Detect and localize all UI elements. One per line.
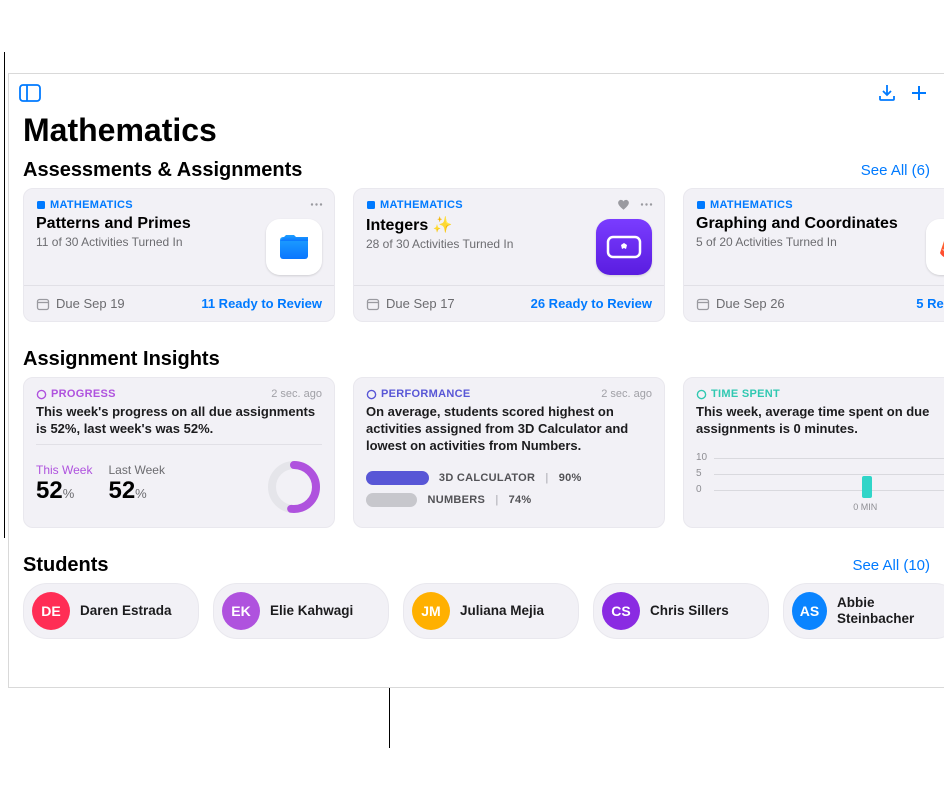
student-name: Elie Kahwagi xyxy=(270,603,353,619)
students-see-all[interactable]: See All (10) xyxy=(852,557,930,574)
insight-card[interactable]: TIME SPENT 2 This week, average time spe… xyxy=(683,377,944,528)
performance-bars: 3D CALCULATOR|90% NUMBERS|74% xyxy=(366,471,652,507)
card-ready[interactable]: 5 Ready to xyxy=(916,296,944,311)
sidebar-toggle-icon[interactable] xyxy=(19,82,41,104)
assessments-row: MATHEMATICS Patterns and Primes 11 of 30… xyxy=(9,188,944,330)
insight-time: 2 sec. ago xyxy=(601,388,652,400)
perf-row: 3D CALCULATOR|90% xyxy=(366,471,652,485)
app-icon xyxy=(926,219,944,275)
card-title: Graphing and Coordinates xyxy=(696,215,944,233)
this-week-val: 52 xyxy=(36,477,63,504)
student-pill[interactable]: EK Elie Kahwagi xyxy=(213,583,389,639)
avatar: JM xyxy=(412,592,450,630)
download-icon[interactable] xyxy=(876,82,898,104)
time-chart: 10500 MIN xyxy=(696,452,944,512)
app-icon xyxy=(596,219,652,275)
card-due: Due Sep 26 xyxy=(696,296,785,311)
assignment-card[interactable]: MATHEMATICS Graphing and Coordinates 5 o… xyxy=(683,188,944,322)
heart-icon[interactable] xyxy=(616,197,631,217)
insight-body: This week, average time spent on due ass… xyxy=(696,404,944,438)
assignment-card[interactable]: MATHEMATICS Patterns and Primes 11 of 30… xyxy=(23,188,335,322)
card-subtitle: 5 of 20 Activities Turned In xyxy=(696,235,944,249)
app-icon xyxy=(266,219,322,275)
assessments-header: Assessments & Assignments See All (6) xyxy=(9,151,944,188)
card-category: MATHEMATICS xyxy=(366,199,652,211)
insights-heading: Assignment Insights xyxy=(23,348,220,371)
card-category: MATHEMATICS xyxy=(696,199,944,211)
card-ready[interactable]: 26 Ready to Review xyxy=(531,296,652,311)
avatar: AS xyxy=(792,592,827,630)
insight-card[interactable]: PROGRESS 2 sec. ago This week's progress… xyxy=(23,377,335,528)
card-due: Due Sep 19 xyxy=(36,296,125,311)
student-pill[interactable]: JM Juliana Mejia xyxy=(403,583,579,639)
student-pill[interactable]: CS Chris Sillers xyxy=(593,583,769,639)
insight-label: TIME SPENT xyxy=(696,388,780,400)
students-row: DE Daren Estrada EK Elie Kahwagi JM Juli… xyxy=(9,583,944,639)
student-name: Juliana Mejia xyxy=(460,603,544,619)
students-heading: Students xyxy=(23,554,109,577)
student-pill[interactable]: AS Abbie Steinbacher xyxy=(783,583,944,639)
perf-row: NUMBERS|74% xyxy=(366,493,652,507)
last-week-label: Last Week xyxy=(108,463,164,477)
students-header: Students See All (10) xyxy=(9,536,944,583)
add-icon[interactable] xyxy=(908,82,930,104)
insight-time: 2 sec. ago xyxy=(271,388,322,400)
insight-card[interactable]: PERFORMANCE 2 sec. ago On average, stude… xyxy=(353,377,665,528)
card-category: MATHEMATICS xyxy=(36,199,322,211)
avatar: DE xyxy=(32,592,70,630)
insight-body: On average, students scored highest on a… xyxy=(366,404,652,455)
student-pill[interactable]: DE Daren Estrada xyxy=(23,583,199,639)
assessments-heading: Assessments & Assignments xyxy=(23,159,302,182)
avatar: EK xyxy=(222,592,260,630)
more-icon[interactable] xyxy=(309,197,324,217)
last-week-val: 52 xyxy=(108,477,135,504)
assessments-see-all[interactable]: See All (6) xyxy=(861,162,930,179)
app-window: Mathematics Assessments & Assignments Se… xyxy=(8,73,944,688)
more-icon[interactable] xyxy=(639,197,654,217)
this-week-label: This Week xyxy=(36,463,92,477)
toolbar xyxy=(9,74,944,108)
assignment-card[interactable]: MATHEMATICS Integers ✨ 28 of 30 Activiti… xyxy=(353,188,665,322)
callout-line-left xyxy=(4,52,5,538)
avatar: CS xyxy=(602,592,640,630)
insight-label: PERFORMANCE xyxy=(366,388,470,400)
card-due: Due Sep 17 xyxy=(366,296,455,311)
student-name: Chris Sillers xyxy=(650,603,729,619)
student-name: Abbie Steinbacher xyxy=(837,595,944,626)
progress-donut xyxy=(266,459,322,515)
page-title: Mathematics xyxy=(9,108,944,151)
insight-body: This week's progress on all due assignme… xyxy=(36,404,322,438)
insights-row: PROGRESS 2 sec. ago This week's progress… xyxy=(9,377,944,536)
card-ready[interactable]: 11 Ready to Review xyxy=(201,296,322,311)
insight-label: PROGRESS xyxy=(36,388,116,400)
student-name: Daren Estrada xyxy=(80,603,172,619)
insights-header: Assignment Insights xyxy=(9,330,944,377)
